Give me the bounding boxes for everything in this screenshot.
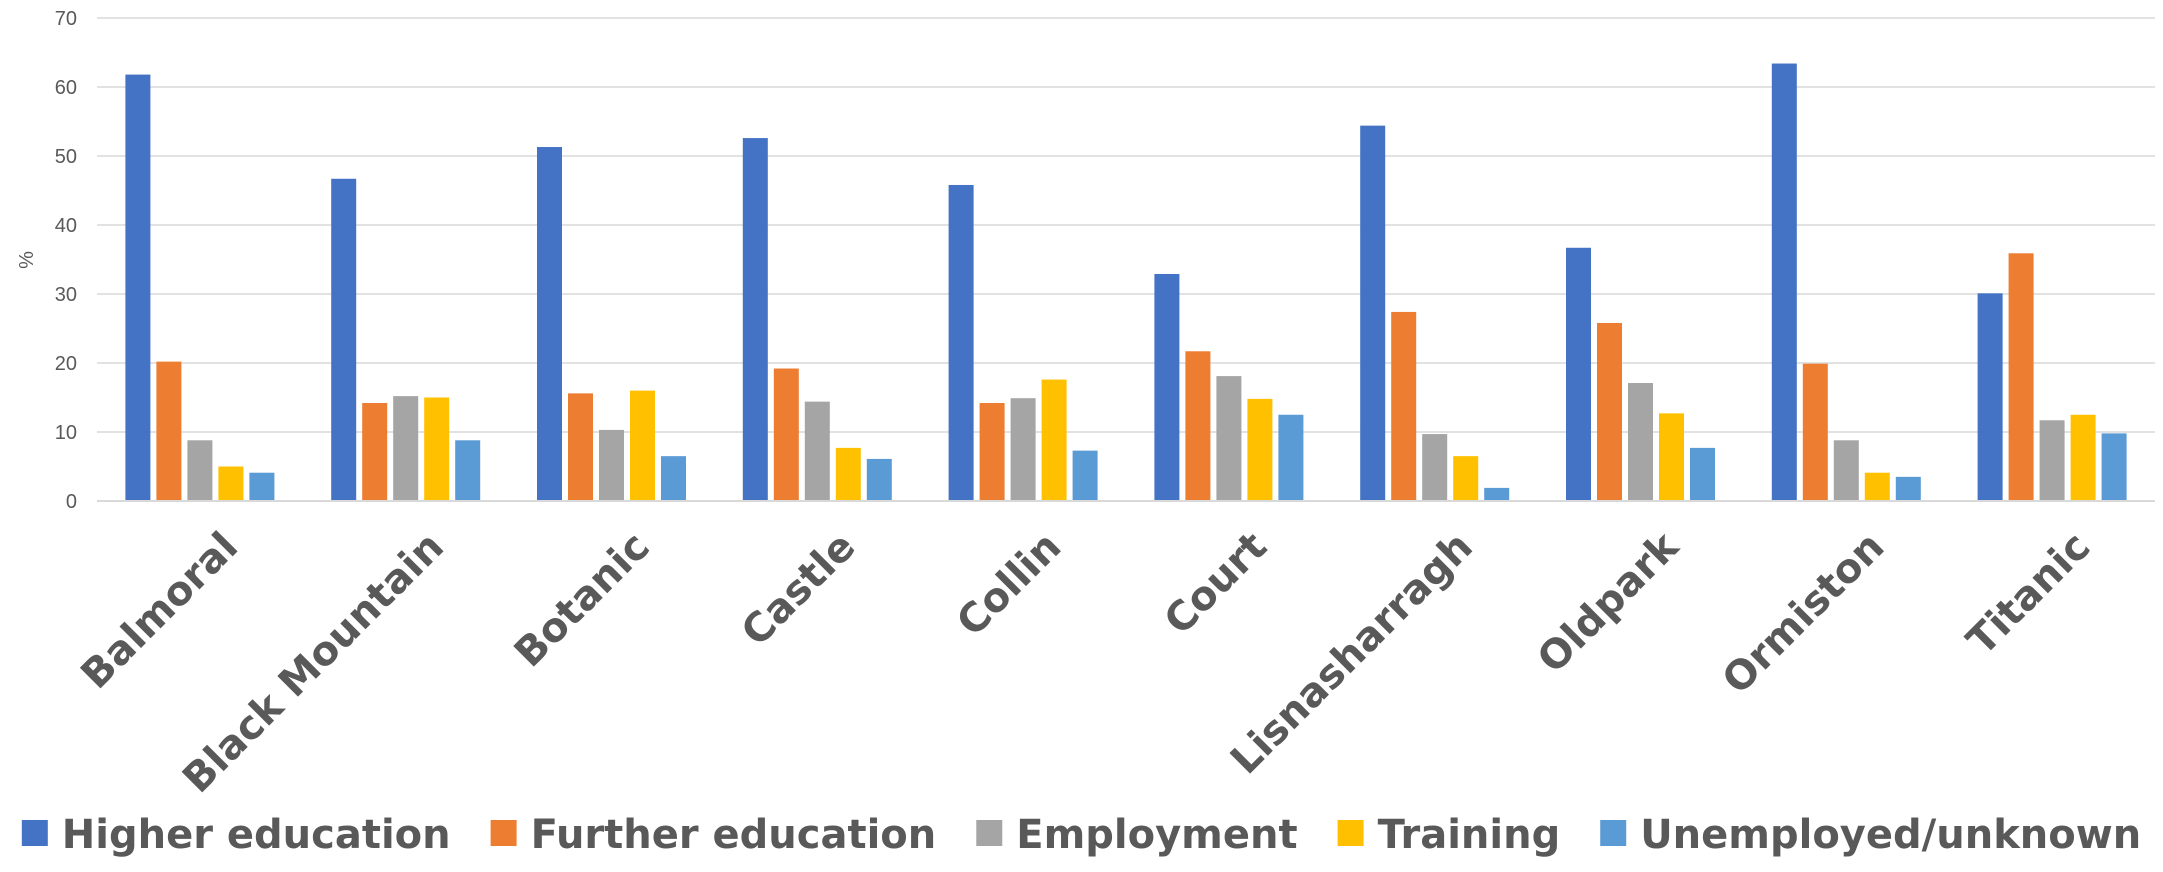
bar-training-lisnasharragh — [1453, 456, 1479, 501]
bar-training-collin — [1041, 379, 1067, 501]
bar-higher-education-castle — [742, 138, 768, 501]
legend-swatch — [1337, 820, 1364, 846]
bar-employment-court — [1216, 376, 1242, 501]
y-axis-ticks: 0 10 20 30 40 50 60 70 — [55, 8, 77, 513]
bar-higher-education-lisnasharragh — [1360, 125, 1386, 501]
bar-unemployed-unknown-collin — [1072, 450, 1098, 501]
bar-higher-education-black-mountain — [331, 178, 357, 501]
legend-swatch — [21, 820, 48, 846]
bar-training-titanic — [2070, 414, 2096, 501]
x-category-label: Ormiston — [1714, 524, 1894, 704]
gridlines — [97, 17, 2155, 433]
y-tick-label: 60 — [55, 77, 77, 99]
bar-training-black-mountain — [424, 397, 450, 501]
legend-swatch — [1600, 820, 1627, 846]
bar-further-education-botanic — [568, 393, 593, 501]
bar-further-education-lisnasharragh — [1391, 311, 1417, 501]
bar-unemployed-unknown-black-mountain — [455, 440, 481, 501]
x-category-label: Court — [1156, 524, 1276, 644]
bar-training-botanic — [630, 390, 655, 501]
x-category-label: Castle — [733, 524, 865, 656]
y-tick-label: 30 — [55, 284, 77, 306]
bar-employment-balmoral — [187, 440, 213, 501]
bar-unemployed-unknown-titanic — [2101, 433, 2127, 501]
bar-employment-titanic — [2039, 420, 2065, 501]
bar-employment-lisnasharragh — [1422, 434, 1448, 501]
bar-further-education-ormiston — [1802, 363, 1828, 501]
bar-unemployed-unknown-oldpark — [1690, 447, 1715, 501]
bars — [125, 63, 2127, 502]
bar-employment-black-mountain — [393, 396, 419, 501]
x-category-label: Collin — [948, 524, 1070, 646]
bar-unemployed-unknown-balmoral — [249, 472, 275, 501]
legend-label: Higher education — [62, 812, 451, 858]
legend-swatch — [490, 820, 517, 846]
y-tick-label: 70 — [55, 8, 77, 30]
bar-employment-botanic — [599, 429, 624, 501]
bar-training-court — [1247, 398, 1273, 501]
legend-label: Unemployed/unknown — [1640, 812, 2141, 858]
bar-higher-education-titanic — [1977, 293, 2003, 501]
bar-higher-education-botanic — [537, 147, 562, 501]
bar-unemployed-unknown-castle — [866, 458, 892, 501]
x-category-label: Balmoral — [72, 524, 247, 699]
bar-further-education-collin — [979, 403, 1005, 501]
legend-label: Further education — [531, 812, 937, 858]
bar-further-education-black-mountain — [362, 403, 388, 501]
bar-higher-education-collin — [948, 184, 974, 502]
y-tick-label: 0 — [66, 491, 77, 513]
bar-employment-ormiston — [1833, 440, 1859, 501]
y-axis-label: % — [16, 251, 38, 269]
bar-employment-castle — [804, 401, 830, 501]
y-tick-label: 50 — [55, 146, 77, 168]
bar-unemployed-unknown-ormiston — [1895, 476, 1921, 501]
legend: Higher education Further education Employm… — [21, 812, 2141, 858]
bar-further-education-balmoral — [156, 361, 182, 501]
bar-unemployed-unknown-botanic — [661, 456, 686, 501]
legend-label: Employment — [1016, 812, 1297, 858]
legend-swatch — [976, 820, 1003, 846]
bar-higher-education-ormiston — [1771, 63, 1797, 501]
x-category-label: Titanic — [1958, 524, 2099, 665]
x-category-label: Botanic — [506, 524, 659, 677]
bar-further-education-castle — [773, 368, 799, 501]
bar-unemployed-unknown-court — [1278, 414, 1304, 501]
bar-training-balmoral — [218, 466, 244, 501]
y-tick-label: 10 — [55, 422, 77, 444]
bar-training-oldpark — [1659, 413, 1684, 501]
bar-higher-education-balmoral — [125, 74, 151, 501]
bar-further-education-oldpark — [1597, 322, 1622, 501]
bar-further-education-court — [1185, 351, 1211, 501]
bar-further-education-titanic — [2008, 253, 2034, 501]
bar-employment-oldpark — [1628, 383, 1653, 501]
bar-higher-education-court — [1154, 273, 1180, 501]
bar-training-castle — [835, 447, 861, 501]
bar-unemployed-unknown-lisnasharragh — [1484, 487, 1510, 501]
bar-training-ormiston — [1864, 472, 1890, 501]
bar-employment-collin — [1010, 398, 1036, 501]
x-category-label: Oldpark — [1529, 523, 1689, 683]
legend-label: Training — [1378, 812, 1561, 858]
y-tick-label: 40 — [55, 215, 77, 237]
y-tick-label: 20 — [55, 353, 77, 375]
bar-higher-education-oldpark — [1566, 247, 1591, 501]
